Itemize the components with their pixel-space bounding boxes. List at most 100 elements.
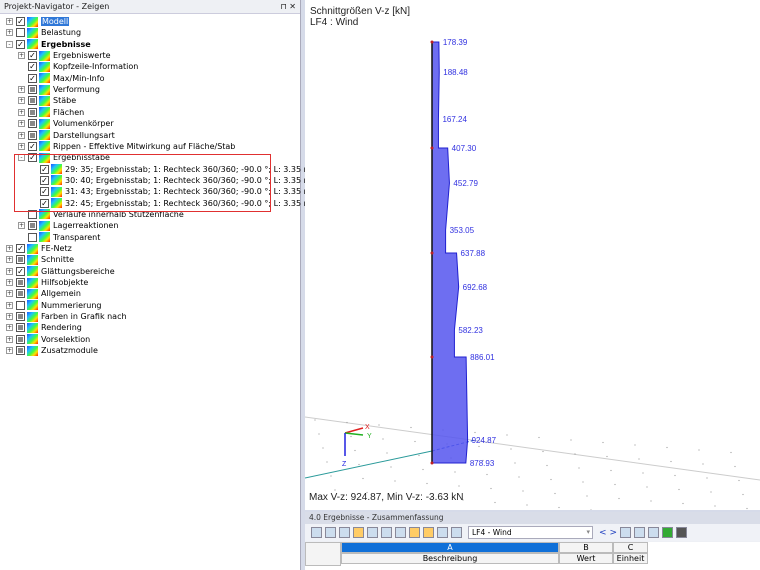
expand-icon[interactable]: + bbox=[6, 245, 13, 252]
toolbar-button-6[interactable] bbox=[381, 527, 392, 538]
expand-icon[interactable]: + bbox=[6, 290, 13, 298]
toolbar-button-4[interactable] bbox=[353, 527, 364, 538]
checkbox[interactable] bbox=[28, 119, 37, 129]
checkbox[interactable]: ✓ bbox=[16, 244, 25, 253]
toolbar-button-13[interactable] bbox=[648, 527, 660, 538]
expand-icon[interactable]: + bbox=[6, 335, 13, 343]
expand-icon[interactable]: + bbox=[6, 279, 13, 287]
expand-icon[interactable]: + bbox=[6, 29, 13, 37]
print-button[interactable] bbox=[676, 527, 688, 538]
tree-item[interactable]: + Farben in Grafik nach bbox=[6, 311, 127, 322]
tree-item[interactable]: - ✓ Ergebnisse bbox=[6, 39, 91, 50]
checkbox[interactable] bbox=[16, 28, 25, 38]
tree-item[interactable]: + Darstellungsart bbox=[18, 130, 115, 141]
checkbox[interactable]: ✓ bbox=[28, 62, 37, 72]
toolbar-button-9[interactable] bbox=[423, 527, 434, 538]
excel-export-button[interactable] bbox=[662, 527, 674, 538]
expand-icon[interactable]: + bbox=[6, 324, 13, 332]
tree-item[interactable]: ✓ 32: 45; Ergebnisstab; 1: Rechteck 360/3… bbox=[30, 198, 311, 209]
checkbox[interactable]: ✓ bbox=[28, 51, 37, 61]
expand-icon[interactable]: + bbox=[18, 142, 25, 150]
checkbox[interactable] bbox=[16, 278, 25, 288]
pin-icon[interactable]: ⊓ bbox=[280, 2, 287, 11]
expand-icon[interactable]: + bbox=[18, 108, 25, 116]
column-letter-b[interactable]: B bbox=[559, 542, 613, 553]
checkbox[interactable]: ✓ bbox=[40, 164, 49, 174]
tree-item[interactable]: + Schnitte bbox=[6, 254, 74, 265]
expand-icon[interactable]: + bbox=[6, 267, 13, 275]
expand-icon[interactable]: + bbox=[6, 18, 13, 25]
checkbox[interactable]: ✓ bbox=[28, 73, 37, 83]
tree-item[interactable]: ✓ Kopfzeile-Information bbox=[18, 61, 138, 72]
checkbox[interactable]: ✓ bbox=[40, 187, 49, 197]
checkbox[interactable] bbox=[16, 312, 25, 322]
checkbox[interactable] bbox=[16, 300, 25, 310]
toolbar-button-10[interactable] bbox=[437, 527, 448, 538]
tree-item[interactable]: + Zusatzmodule bbox=[6, 345, 98, 356]
checkbox[interactable] bbox=[28, 130, 37, 140]
toolbar-button-1[interactable] bbox=[311, 527, 322, 538]
tree-item[interactable]: + Flächen bbox=[18, 107, 84, 118]
close-icon[interactable]: ✕ bbox=[289, 2, 296, 11]
checkbox[interactable] bbox=[16, 255, 25, 265]
checkbox[interactable]: ✓ bbox=[28, 141, 37, 151]
tree-item[interactable]: + Lagerreaktionen bbox=[18, 220, 118, 231]
checkbox[interactable] bbox=[16, 323, 25, 333]
tree-item[interactable]: ✓ Max/Min-Info bbox=[18, 73, 104, 84]
graphics-viewport[interactable]: 178.39 188.48 167.24 407.30 452.79 353.05 637.… bbox=[305, 0, 760, 510]
checkbox[interactable]: ✓ bbox=[28, 153, 37, 163]
checkbox[interactable] bbox=[28, 209, 37, 219]
expand-icon[interactable]: + bbox=[6, 347, 13, 355]
expand-icon[interactable]: + bbox=[6, 256, 13, 264]
tree-item[interactable]: + Vorselektion bbox=[6, 334, 90, 345]
toolbar-button-7[interactable] bbox=[395, 527, 406, 538]
column-letter-c[interactable]: C bbox=[613, 542, 648, 553]
toolbar-button-2[interactable] bbox=[325, 527, 336, 538]
checkbox[interactable] bbox=[16, 289, 25, 299]
expand-icon[interactable]: + bbox=[18, 97, 25, 105]
tree-item[interactable]: Transparent bbox=[18, 232, 100, 243]
expand-icon[interactable]: + bbox=[18, 86, 25, 94]
toolbar-button-12[interactable] bbox=[634, 527, 646, 538]
checkbox[interactable] bbox=[28, 221, 37, 231]
tree-item[interactable]: ✓ 30: 40; Ergebnisstab; 1: Rechteck 360/3… bbox=[30, 175, 311, 186]
previous-button[interactable]: < bbox=[599, 527, 607, 538]
tree-item[interactable]: + ✓ FE-Netz bbox=[6, 243, 72, 254]
tree-item[interactable]: + Stäbe bbox=[18, 95, 76, 106]
expand-icon[interactable]: + bbox=[18, 120, 25, 128]
tree-item[interactable]: + Verformung bbox=[18, 84, 100, 95]
expand-icon[interactable]: + bbox=[18, 131, 25, 139]
tree-item[interactable]: ✓ 29: 35; Ergebnisstab; 1: Rechteck 360/3… bbox=[30, 164, 311, 175]
checkbox[interactable] bbox=[16, 334, 25, 344]
expand-icon[interactable]: + bbox=[18, 52, 25, 60]
toolbar-button-3[interactable] bbox=[339, 527, 350, 538]
tree-item[interactable]: + ✓ Rippen - Effektive Mitwirkung auf Fläc… bbox=[18, 141, 235, 152]
checkbox[interactable] bbox=[28, 232, 37, 242]
tree-item[interactable]: + Volumenkörper bbox=[18, 118, 114, 129]
checkbox[interactable]: ✓ bbox=[16, 266, 25, 276]
filter-button[interactable] bbox=[620, 527, 632, 538]
tree-item[interactable]: + Belastung bbox=[6, 27, 81, 38]
checkbox[interactable]: ✓ bbox=[40, 175, 49, 185]
checkbox[interactable] bbox=[28, 85, 37, 95]
checkbox[interactable] bbox=[16, 346, 25, 356]
collapse-icon[interactable]: - bbox=[6, 40, 13, 48]
toolbar-button-8[interactable] bbox=[409, 527, 420, 538]
loadcase-select[interactable]: LF4 - Wind ▾ bbox=[468, 526, 593, 539]
tree-item[interactable]: + Rendering bbox=[6, 322, 82, 333]
tree-item[interactable]: + ✓ Modell bbox=[6, 16, 70, 27]
checkbox[interactable]: ✓ bbox=[16, 17, 25, 26]
checkbox[interactable] bbox=[28, 96, 37, 106]
toolbar-button-5[interactable] bbox=[367, 527, 378, 538]
next-button[interactable]: > bbox=[609, 527, 618, 538]
expand-icon[interactable]: + bbox=[18, 222, 25, 230]
tree-item[interactable]: - ✓ Ergebnisstäbe bbox=[18, 152, 110, 163]
tree-item[interactable]: Verläufe innerhalb Stützenfläche bbox=[18, 209, 184, 220]
toolbar-button-11[interactable] bbox=[451, 527, 462, 538]
checkbox[interactable]: ✓ bbox=[16, 39, 25, 49]
tree-item[interactable]: + ✓ Glättungsbereiche bbox=[6, 266, 115, 277]
checkbox[interactable] bbox=[28, 107, 37, 117]
tree-item[interactable]: + Hilfsobjekte bbox=[6, 277, 88, 288]
column-letter-a[interactable]: A bbox=[341, 542, 559, 553]
tree-item[interactable]: + Allgemein bbox=[6, 288, 81, 299]
